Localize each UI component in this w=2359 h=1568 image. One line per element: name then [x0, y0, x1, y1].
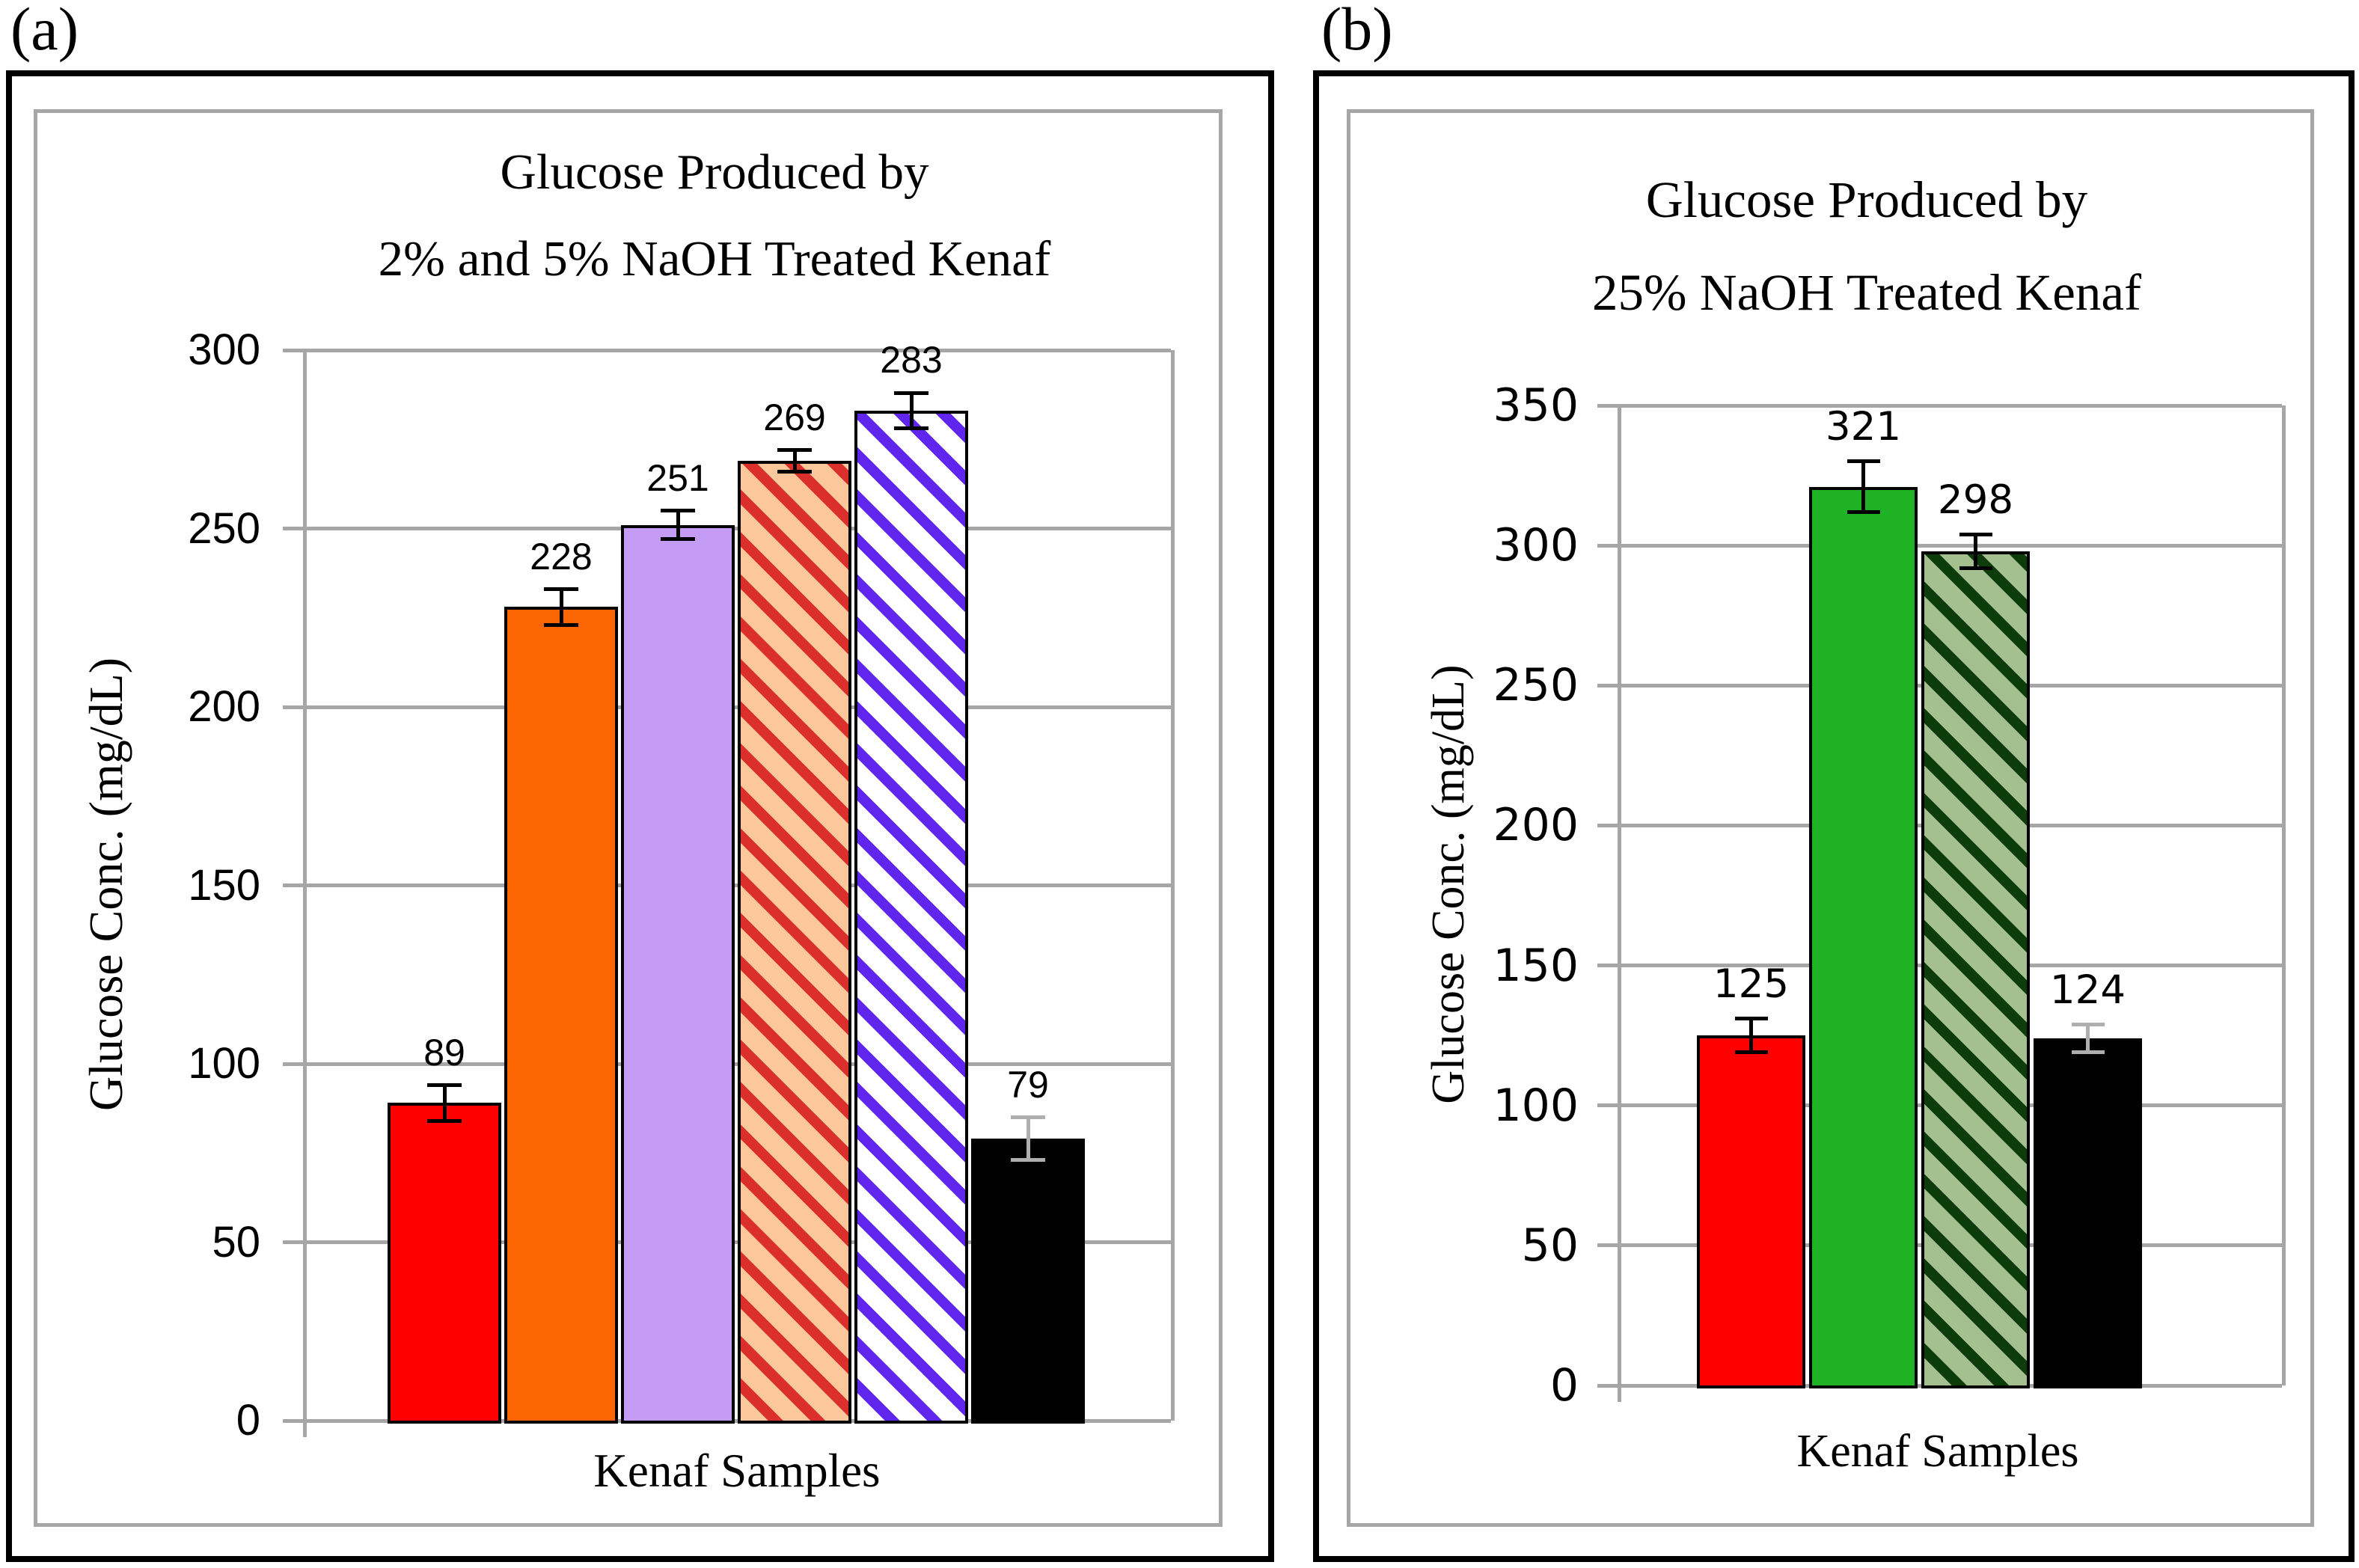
- y-axis-line: [303, 350, 307, 1437]
- error-bar-cap-bottom: [2071, 1050, 2105, 1055]
- error-bar-whisker: [1749, 1018, 1753, 1053]
- error-bar-cap-bottom: [894, 426, 928, 431]
- y-gridline: [1597, 543, 2282, 548]
- panel-b-title-line-2: 25% NaOH Treated Kenaf: [1592, 264, 2141, 321]
- error-bar-cap-top: [1734, 1017, 1768, 1021]
- panel-b-label: (b): [1321, 0, 1393, 63]
- error-bar-whisker: [676, 510, 680, 539]
- y-tick-label: 0: [236, 1396, 260, 1445]
- bar-solid-black: [971, 1139, 1085, 1424]
- bar-value-label: 269: [763, 396, 826, 438]
- y-tick-label: 250: [1493, 659, 1579, 712]
- y-tick-label: 200: [188, 682, 260, 731]
- bar-solid-red: [1697, 1035, 1805, 1388]
- y-tick-label: 100: [1493, 1079, 1579, 1132]
- bar-solid-green: [1809, 486, 1918, 1388]
- y-tick-label: 250: [188, 503, 260, 553]
- panel-a-title-line-1: Glucose Produced by: [500, 144, 929, 200]
- bar-value-label: 125: [1713, 961, 1790, 1008]
- y-tick-label: 0: [1549, 1359, 1579, 1412]
- bar-solid-red: [388, 1103, 501, 1424]
- bar-solid-black: [2034, 1038, 2142, 1388]
- y-tick-label: 350: [1493, 379, 1579, 432]
- error-bar-cap-top: [777, 448, 812, 453]
- error-bar-cap-top: [1959, 532, 1992, 536]
- error-bar-whisker: [1974, 534, 1977, 569]
- y-tick-label: 50: [212, 1217, 260, 1267]
- bar-violet-diagonal-hatch-on-white: [854, 411, 968, 1424]
- panel-b-x-axis-title: Kenaf Samples: [1796, 1426, 2079, 1477]
- y-tick-label: 200: [1493, 799, 1579, 852]
- panel-a-chart-title: Glucose Produced by 2% and 5% NaOH Treat…: [191, 129, 1238, 302]
- bar-value-label: 79: [1007, 1063, 1049, 1106]
- bar-value-label: 283: [880, 339, 943, 382]
- bar-value-label: 124: [2049, 967, 2126, 1013]
- y-tick-label: 100: [188, 1039, 260, 1088]
- y-tick-label: 150: [1493, 939, 1579, 992]
- error-bar-cap-top: [427, 1083, 462, 1088]
- error-bar-cap-top: [661, 509, 695, 513]
- bar-red-diagonal-hatch-on-peach: [738, 460, 851, 1424]
- error-bar-cap-top: [2071, 1022, 2105, 1026]
- y-tick-label: 300: [1493, 519, 1579, 572]
- error-bar-whisker: [442, 1085, 447, 1121]
- bar-value-label: 89: [423, 1031, 465, 1074]
- plot-right-border: [1171, 350, 1175, 1421]
- bar-value-label: 228: [530, 535, 593, 578]
- panel-a-title-line-2: 2% and 5% NaOH Treated Kenaf: [378, 231, 1051, 287]
- y-gridline: [1597, 403, 2282, 408]
- error-bar-whisker: [909, 393, 914, 429]
- y-tick-label: 300: [188, 325, 260, 374]
- error-bar-cap-bottom: [661, 537, 695, 542]
- y-tick-label: 50: [1521, 1219, 1579, 1272]
- error-bar-cap-bottom: [544, 622, 578, 627]
- error-bar-cap-bottom: [1959, 566, 1992, 570]
- error-bar-cap-bottom: [777, 469, 812, 474]
- y-axis-line: [1618, 405, 1621, 1402]
- error-bar-cap-top: [1846, 459, 1880, 464]
- bar-solid-light-purple: [621, 524, 735, 1424]
- panel-a-label: (a): [10, 0, 79, 63]
- y-tick-label: 150: [188, 860, 260, 910]
- bar-value-label: 321: [1825, 404, 1902, 450]
- error-bar-cap-bottom: [1734, 1050, 1768, 1055]
- bar-value-label: 251: [646, 456, 709, 499]
- error-bar-cap-bottom: [427, 1118, 462, 1123]
- error-bar-whisker: [1861, 461, 1865, 512]
- bar-solid-orange: [504, 607, 618, 1424]
- panel-b-title-line-1: Glucose Produced by: [1645, 171, 2088, 228]
- error-bar-cap-top: [894, 391, 928, 395]
- error-bar-whisker: [2086, 1024, 2090, 1053]
- error-bar-whisker: [1026, 1117, 1030, 1160]
- error-bar-whisker: [792, 450, 797, 472]
- plot-right-border: [2282, 405, 2286, 1385]
- error-bar-cap-top: [544, 587, 578, 592]
- y-gridline: [283, 348, 1171, 352]
- error-bar-cap-bottom: [1011, 1158, 1045, 1163]
- panel-a-x-axis-title: Kenaf Samples: [593, 1445, 881, 1497]
- error-bar-whisker: [559, 589, 563, 625]
- bar-value-label: 298: [1937, 477, 2014, 523]
- error-bar-cap-bottom: [1846, 509, 1880, 514]
- error-bar-cap-top: [1011, 1115, 1045, 1120]
- panel-b-chart-title: Glucose Produced by 25% NaOH Treated Ken…: [1343, 153, 2359, 339]
